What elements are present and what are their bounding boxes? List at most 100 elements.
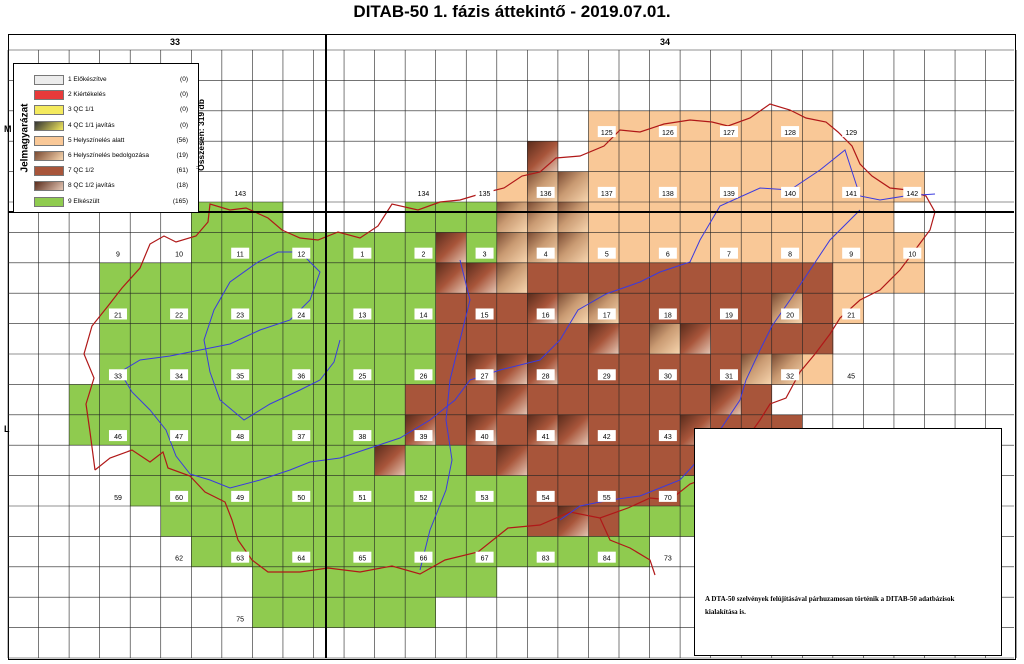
sheet-cell[interactable]: [313, 232, 345, 264]
sheet-cell[interactable]: [435, 232, 467, 264]
sheet-label[interactable]: 142: [903, 186, 922, 198]
sheet-cell[interactable]: [496, 536, 528, 568]
sheet-cell[interactable]: [435, 293, 467, 324]
sheet-label[interactable]: 29: [597, 369, 616, 381]
sheet-cell[interactable]: [496, 475, 528, 507]
sheet-label[interactable]: 4: [536, 247, 555, 259]
sheet-label[interactable]: 7: [719, 247, 738, 259]
sheet-cell[interactable]: [588, 202, 620, 233]
sheet-cell[interactable]: [466, 445, 498, 476]
sheet-cell[interactable]: [405, 597, 436, 628]
sheet-cell[interactable]: [191, 293, 223, 324]
sheet-cell[interactable]: [374, 414, 406, 446]
sheet-cell[interactable]: [374, 323, 406, 355]
sheet-label[interactable]: 45: [842, 369, 861, 381]
sheet-cell[interactable]: [435, 506, 467, 537]
sheet-cell[interactable]: [741, 171, 773, 203]
sheet-cell[interactable]: [313, 597, 345, 628]
sheet-label[interactable]: 83: [536, 551, 555, 563]
sheet-cell[interactable]: [374, 445, 406, 476]
sheet-cell[interactable]: [771, 202, 803, 233]
sheet-label[interactable]: 21: [108, 308, 127, 320]
sheet-cell[interactable]: [802, 110, 834, 142]
sheet-cell[interactable]: [710, 262, 742, 294]
sheet-label[interactable]: 63: [231, 551, 250, 563]
sheet-label[interactable]: 28: [536, 369, 555, 381]
sheet-label[interactable]: 47: [170, 430, 189, 442]
sheet-cell[interactable]: [557, 232, 589, 264]
sheet-cell[interactable]: [435, 475, 467, 507]
sheet-cell[interactable]: [680, 171, 711, 203]
sheet-label[interactable]: 43: [658, 430, 677, 442]
sheet-cell[interactable]: [588, 384, 620, 416]
sheet-cell[interactable]: [191, 384, 223, 416]
sheet-label[interactable]: 6: [658, 247, 677, 259]
sheet-cell[interactable]: [496, 293, 528, 324]
sheet-label[interactable]: 18: [658, 308, 677, 320]
sheet-cell[interactable]: [191, 262, 223, 294]
sheet-cell[interactable]: [802, 293, 834, 324]
sheet-cell[interactable]: [527, 262, 559, 294]
sheet-label[interactable]: 126: [658, 126, 677, 138]
sheet-cell[interactable]: [680, 202, 711, 233]
sheet-cell[interactable]: [863, 232, 895, 264]
sheet-label[interactable]: 59: [108, 490, 127, 502]
sheet-label[interactable]: 75: [231, 612, 250, 624]
sheet-label[interactable]: 10: [903, 247, 922, 259]
sheet-cell[interactable]: [221, 384, 253, 416]
sheet-cell[interactable]: [619, 141, 650, 172]
sheet-cell[interactable]: [313, 475, 345, 507]
sheet-label[interactable]: 33: [108, 369, 127, 381]
sheet-cell[interactable]: [191, 506, 223, 537]
sheet-cell[interactable]: [130, 384, 162, 416]
sheet-cell[interactable]: [69, 384, 100, 416]
sheet-cell[interactable]: [680, 141, 711, 172]
sheet-cell[interactable]: [130, 414, 162, 446]
sheet-cell[interactable]: [99, 323, 131, 355]
sheet-cell[interactable]: [619, 475, 650, 507]
sheet-label[interactable]: 35: [231, 369, 250, 381]
sheet-label[interactable]: 2: [414, 247, 433, 259]
sheet-cell[interactable]: [619, 293, 650, 324]
sheet-cell[interactable]: [649, 445, 681, 476]
sheet-label[interactable]: 127: [719, 126, 738, 138]
sheet-cell[interactable]: [282, 384, 314, 416]
sheet-cell[interactable]: [649, 262, 681, 294]
sheet-cell[interactable]: [252, 597, 284, 628]
sheet-cell[interactable]: [374, 536, 406, 568]
sheet-cell[interactable]: [344, 384, 375, 416]
sheet-label[interactable]: 55: [597, 490, 616, 502]
sheet-cell[interactable]: [649, 506, 681, 537]
sheet-cell[interactable]: [771, 141, 803, 172]
sheet-cell[interactable]: [344, 323, 375, 355]
sheet-cell[interactable]: [557, 414, 589, 446]
sheet-label[interactable]: 27: [475, 369, 494, 381]
sheet-cell[interactable]: [252, 506, 284, 537]
sheet-cell[interactable]: [435, 202, 467, 233]
sheet-cell[interactable]: [619, 262, 650, 294]
sheet-cell[interactable]: [191, 414, 223, 446]
sheet-cell[interactable]: [405, 566, 436, 598]
sheet-label[interactable]: 11: [231, 247, 250, 259]
sheet-cell[interactable]: [741, 384, 773, 416]
sheet-label[interactable]: 16: [536, 308, 555, 320]
sheet-cell[interactable]: [710, 202, 742, 233]
sheet-cell[interactable]: [496, 445, 528, 476]
sheet-label[interactable]: 31: [719, 369, 738, 381]
sheet-label[interactable]: 26: [414, 369, 433, 381]
sheet-label[interactable]: 84: [597, 551, 616, 563]
sheet-cell[interactable]: [680, 262, 711, 294]
sheet-cell[interactable]: [527, 384, 559, 416]
sheet-cell[interactable]: [405, 384, 436, 416]
sheet-label[interactable]: 17: [597, 308, 616, 320]
sheet-cell[interactable]: [191, 445, 223, 476]
sheet-label[interactable]: 49: [231, 490, 250, 502]
sheet-cell[interactable]: [496, 171, 528, 203]
sheet-cell[interactable]: [435, 414, 467, 446]
sheet-cell[interactable]: [496, 384, 528, 416]
sheet-cell[interactable]: [832, 202, 864, 233]
sheet-cell[interactable]: [282, 323, 314, 355]
sheet-label[interactable]: 10: [170, 247, 189, 259]
sheet-label[interactable]: 139: [719, 186, 738, 198]
sheet-cell[interactable]: [160, 323, 192, 355]
